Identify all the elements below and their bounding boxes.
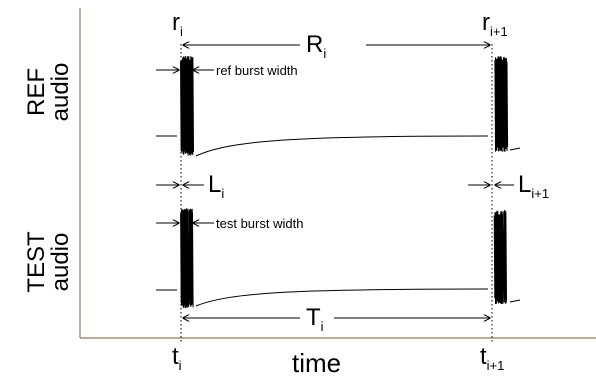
test-audio-label-line2: audio [47,233,74,292]
t-i-label: ti [172,343,182,373]
time-axis-label: time [292,348,341,378]
ref-audio-label: REF audio [23,63,74,122]
test-tail [509,299,521,303]
test-signal [156,207,521,308]
T-i-label: Ti [306,304,324,334]
test-burst-2 [493,210,507,305]
test-decay-curve [195,288,489,307]
L-i1-label: Li+1 [518,171,549,201]
ref-burst-2 [494,56,509,152]
test-burst-1 [180,207,194,308]
ref-decay-curve [195,135,489,157]
r-i-label: ri [172,9,183,39]
t-i1-label: ti+1 [480,343,504,373]
test-audio-label: TEST audio [23,231,74,293]
R-i-label: Ri [306,31,326,61]
ref-audio-label-line1: REF [23,68,50,116]
ref-signal [156,55,521,157]
ref-tail [509,147,521,151]
ref-audio-label-line2: audio [47,63,74,122]
test-burst-width-label: test burst width [216,216,303,231]
test-audio-label-line1: TEST [23,231,50,293]
ref-burst-width-label: ref burst width [216,63,298,78]
L-i-label: Li [208,171,224,201]
ref-burst-1 [180,55,194,156]
r-i1-label: ri+1 [482,9,508,39]
